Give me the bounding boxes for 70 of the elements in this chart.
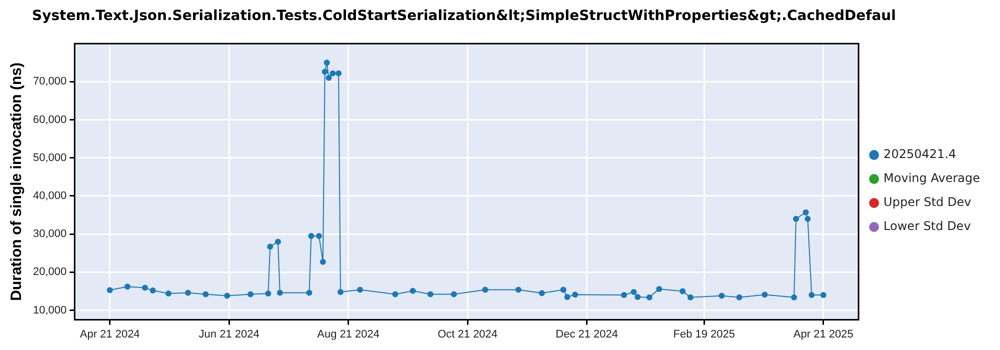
point	[274, 238, 281, 245]
point	[320, 258, 326, 265]
point	[791, 294, 798, 300]
point	[656, 286, 662, 292]
point	[165, 290, 172, 297]
point	[392, 291, 398, 298]
x-tick-label: Jun 21 2024	[198, 328, 260, 340]
point	[482, 286, 488, 293]
point	[450, 291, 457, 298]
point	[793, 216, 799, 222]
legend-label: Upper Std Dev	[884, 195, 972, 210]
point	[308, 232, 314, 239]
point	[338, 288, 344, 295]
point	[267, 244, 274, 250]
point	[410, 288, 416, 294]
legend-label: Moving Average	[884, 171, 980, 186]
y-tick-label: 70,000	[32, 76, 67, 88]
x-tick-label: Apr 21 2024	[80, 328, 140, 340]
point	[630, 288, 637, 295]
y-tick-label: 50,000	[32, 152, 67, 164]
point	[316, 232, 322, 239]
point	[718, 292, 725, 299]
point	[265, 290, 272, 297]
point	[572, 292, 578, 298]
x-tick-label: Dec 21 2024	[556, 328, 618, 340]
point	[802, 209, 809, 216]
point	[185, 290, 192, 296]
point	[248, 291, 254, 298]
point	[276, 290, 283, 296]
point	[762, 292, 768, 298]
point	[560, 286, 566, 293]
legend-label: Lower Std Dev	[884, 219, 971, 234]
x-tick-label: Aug 21 2024	[317, 328, 380, 340]
point	[564, 294, 570, 300]
point	[142, 284, 148, 291]
point	[224, 292, 230, 299]
point	[427, 291, 434, 298]
y-tick-label: 10,000	[32, 304, 67, 316]
point	[106, 287, 113, 294]
y-tick-label: 60,000	[32, 114, 67, 126]
point	[820, 292, 826, 298]
point	[326, 74, 332, 81]
point	[324, 60, 330, 66]
point	[634, 294, 641, 300]
point	[680, 288, 686, 294]
point	[330, 70, 336, 76]
y-tick-label: 40,000	[32, 190, 67, 202]
y-tick-label: 20,000	[32, 266, 67, 278]
point	[202, 291, 209, 298]
point	[150, 287, 156, 294]
x-tick-label: Feb 19 2025	[673, 328, 736, 340]
point	[538, 290, 545, 296]
point	[322, 68, 328, 75]
y-tick-label: 30,000	[32, 228, 67, 240]
x-tick-label: Oct 21 2024	[438, 328, 498, 340]
point	[808, 292, 815, 298]
point	[687, 294, 694, 300]
point	[620, 292, 627, 298]
point	[357, 286, 364, 293]
x-tick-label: Apr 21 2025	[793, 328, 854, 340]
legend-label: 20250421.4	[884, 147, 956, 162]
point	[124, 284, 130, 290]
y-axis-title: Duration of single invocation (ns)	[8, 62, 26, 301]
point	[336, 70, 342, 76]
point	[804, 216, 811, 222]
point	[306, 290, 312, 296]
chart-title: System.Text.Json.Serialization.Tests.ColdStartSerialization&lt;SimpleStructWithProperties&gt;.CachedDefaul	[32, 8, 896, 24]
point	[515, 286, 522, 293]
point	[646, 294, 652, 300]
point	[736, 294, 742, 300]
